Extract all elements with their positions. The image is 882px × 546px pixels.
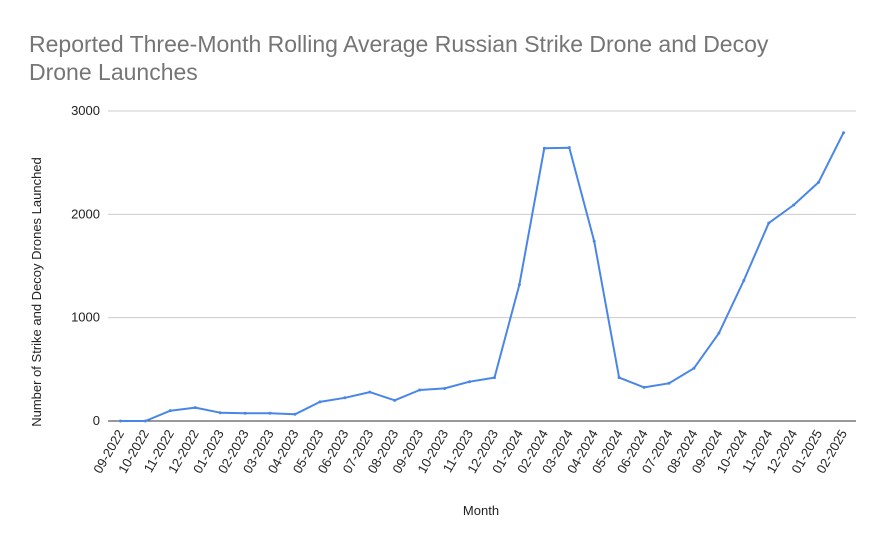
- data-point: [617, 376, 621, 380]
- data-point: [642, 385, 646, 389]
- data-point: [542, 146, 546, 150]
- data-point: [393, 398, 397, 402]
- data-point: [418, 388, 422, 392]
- y-tick-label: 1000: [71, 310, 100, 325]
- chart-title-line-2: Drone Launches: [29, 59, 198, 85]
- series-line: [119, 131, 845, 422]
- y-axis-ticks: 0 1000 2000 3000: [71, 103, 100, 428]
- data-point: [443, 386, 447, 390]
- data-point: [343, 396, 347, 400]
- data-point: [492, 376, 496, 380]
- data-point: [592, 239, 596, 243]
- data-point: [218, 411, 222, 415]
- data-point: [368, 390, 372, 394]
- x-axis-title: Month: [463, 503, 499, 518]
- data-point: [717, 331, 721, 335]
- y-tick-label: 3000: [71, 103, 100, 118]
- data-point: [692, 366, 696, 370]
- gridlines: [108, 110, 856, 422]
- y-tick-label: 0: [93, 413, 100, 428]
- x-axis-ticks: 09-202210-202211-202212-202201-202302-20…: [90, 427, 850, 476]
- data-point: [667, 381, 671, 385]
- series-layer: [118, 131, 846, 423]
- chart-title: Reported Three-Month Rolling Average Rus…: [29, 31, 769, 85]
- data-point: [842, 131, 846, 135]
- data-point: [243, 411, 247, 415]
- data-point: [293, 412, 297, 416]
- data-point: [168, 409, 172, 413]
- data-point: [118, 419, 122, 423]
- data-point: [143, 419, 147, 423]
- data-point: [742, 278, 746, 282]
- chart-title-line-1: Reported Three-Month Rolling Average Rus…: [29, 31, 769, 57]
- data-point: [817, 180, 821, 184]
- data-point: [268, 411, 272, 415]
- data-point: [318, 400, 322, 404]
- data-point: [468, 380, 472, 384]
- data-point: [193, 406, 197, 410]
- data-point: [567, 146, 571, 150]
- data-point: [517, 283, 521, 287]
- data-point: [767, 221, 771, 225]
- data-point: [792, 203, 796, 207]
- y-tick-label: 2000: [71, 206, 100, 221]
- y-axis-title: Number of Strike and Decoy Drones Launch…: [29, 157, 44, 427]
